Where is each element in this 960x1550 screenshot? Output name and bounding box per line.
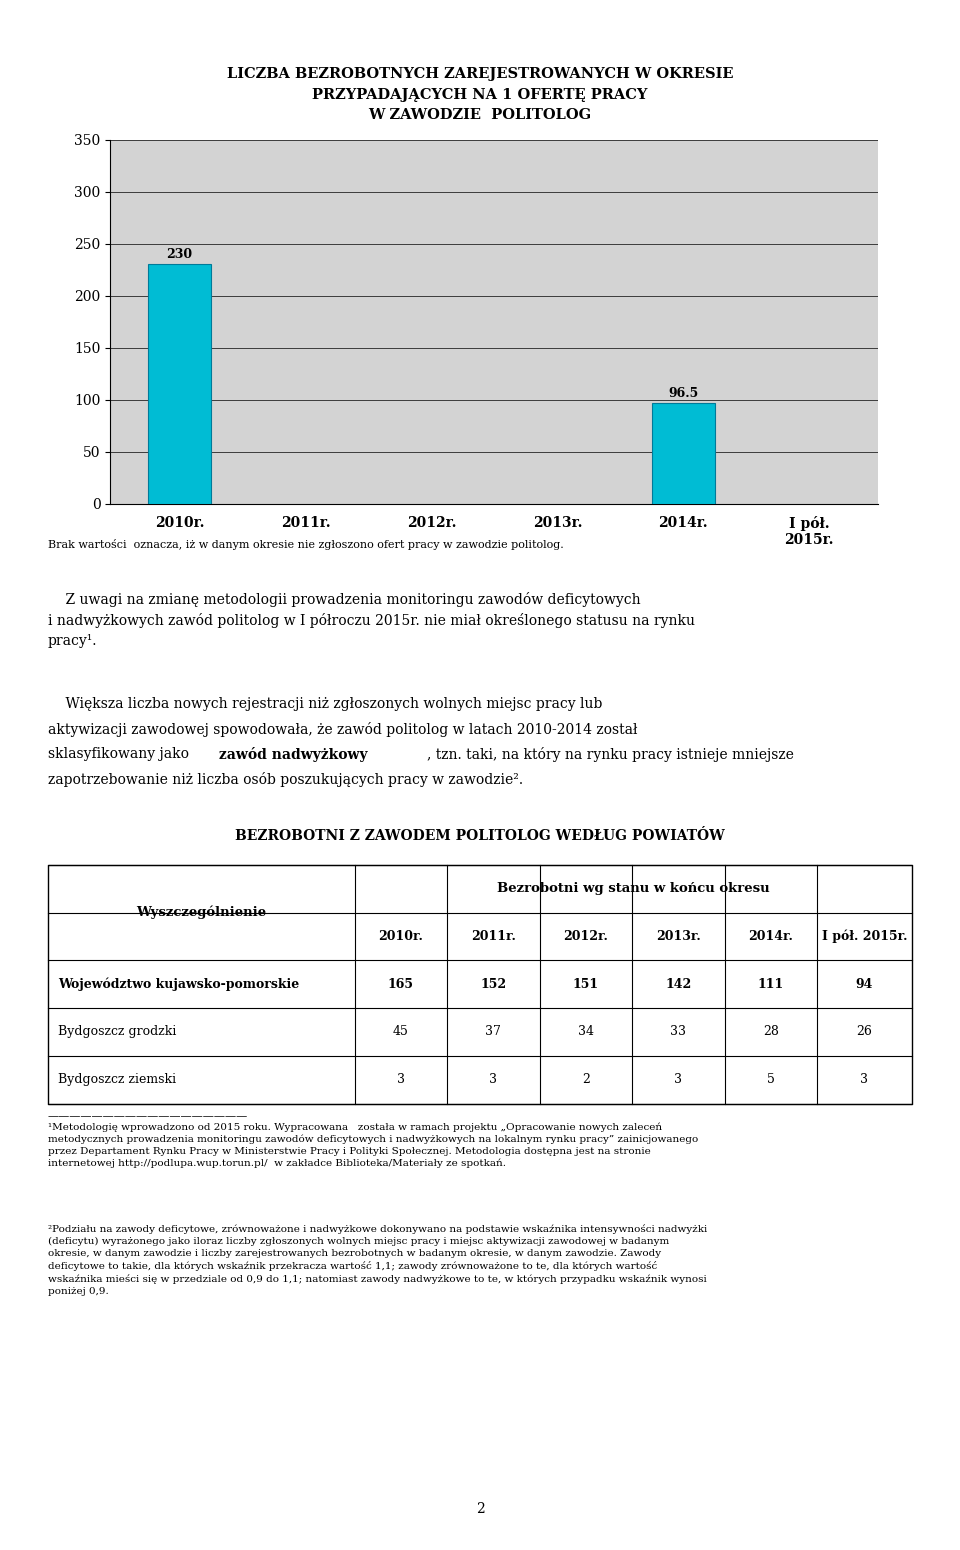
Text: Województwo kujawsko-pomorskie: Województwo kujawsko-pomorskie	[59, 978, 300, 990]
Text: Z uwagi na zmianę metodologii prowadzenia monitoringu zawodów deficytowych
i nad: Z uwagi na zmianę metodologii prowadzeni…	[48, 592, 695, 648]
Text: , tzn. taki, na który na rynku pracy istnieje mniejsze: , tzn. taki, na który na rynku pracy ist…	[427, 747, 794, 763]
Text: 45: 45	[393, 1026, 409, 1039]
Text: 165: 165	[388, 978, 414, 990]
Text: 2: 2	[582, 1073, 589, 1087]
Text: 152: 152	[480, 978, 507, 990]
Text: W ZAWODZIE  POLITOLOG: W ZAWODZIE POLITOLOG	[369, 107, 591, 122]
Text: 142: 142	[665, 978, 691, 990]
Text: Większa liczba nowych rejestracji niż zgłoszonych wolnych miejsc pracy lub: Większa liczba nowych rejestracji niż zg…	[48, 698, 602, 711]
Text: I pół. 2015r.: I pół. 2015r.	[822, 930, 907, 944]
Text: 230: 230	[167, 248, 193, 262]
Text: sklasyfikowany jako: sklasyfikowany jako	[48, 747, 193, 761]
Text: BEZROBOTNI Z ZAWODEM POLITOLOG WEDŁUG POWIATÓW: BEZROBOTNI Z ZAWODEM POLITOLOG WEDŁUG PO…	[235, 829, 725, 843]
Text: Bezrobotni wg stanu w końcu okresu: Bezrobotni wg stanu w końcu okresu	[497, 882, 770, 896]
Text: Bydgoszcz ziemski: Bydgoszcz ziemski	[59, 1073, 177, 1087]
Text: 111: 111	[757, 978, 784, 990]
Text: 26: 26	[856, 1026, 873, 1039]
Text: 96.5: 96.5	[668, 388, 698, 400]
Text: 2011r.: 2011r.	[471, 930, 516, 942]
Text: Bydgoszcz grodzki: Bydgoszcz grodzki	[59, 1026, 177, 1039]
Bar	[652, 403, 715, 504]
Text: PRZYPADAJĄCYCH NA 1 OFERTĘ PRACY: PRZYPADAJĄCYCH NA 1 OFERTĘ PRACY	[312, 87, 648, 102]
Text: 2010r.: 2010r.	[378, 930, 423, 942]
Text: 28: 28	[763, 1026, 779, 1039]
Text: 34: 34	[578, 1026, 594, 1039]
Text: 3: 3	[396, 1073, 405, 1087]
Text: 94: 94	[855, 978, 874, 990]
Text: 2013r.: 2013r.	[656, 930, 701, 942]
Text: 5: 5	[767, 1073, 775, 1087]
Text: 37: 37	[486, 1026, 501, 1039]
Bar	[148, 265, 211, 504]
Text: ¹Metodologię wprowadzono od 2015 roku. Wypracowana   została w ramach projektu „: ¹Metodologię wprowadzono od 2015 roku. W…	[48, 1122, 698, 1169]
Text: zawód nadwyżkowy: zawód nadwyżkowy	[219, 747, 368, 763]
Text: 2012r.: 2012r.	[564, 930, 609, 942]
Text: 151: 151	[573, 978, 599, 990]
Text: LICZBA BEZROBOTNYCH ZAREJESTROWANYCH W OKRESIE: LICZBA BEZROBOTNYCH ZAREJESTROWANYCH W O…	[227, 67, 733, 82]
Text: 3: 3	[860, 1073, 869, 1087]
Text: Brak wartości  oznacza, iż w danym okresie nie zgłoszono ofert pracy w zawodzie : Brak wartości oznacza, iż w danym okresi…	[48, 539, 564, 550]
Text: ——————————————————: ——————————————————	[48, 1111, 249, 1121]
Text: Wyszczególnienie: Wyszczególnienie	[136, 905, 267, 919]
Text: zapotrzebowanie niż liczba osób poszukujących pracy w zawodzie².: zapotrzebowanie niż liczba osób poszukuj…	[48, 772, 523, 787]
Text: ²Podziału na zawody deficytowe, zrównoważone i nadwyżkowe dokonywano na podstawi: ²Podziału na zawody deficytowe, zrównowa…	[48, 1224, 708, 1296]
Text: 3: 3	[490, 1073, 497, 1087]
Text: 2: 2	[475, 1502, 485, 1516]
Text: 33: 33	[670, 1026, 686, 1039]
Text: 2014r.: 2014r.	[748, 930, 793, 942]
Text: 3: 3	[674, 1073, 683, 1087]
Text: aktywizacji zawodowej spowodowała, że zawód politolog w latach 2010-2014 został: aktywizacji zawodowej spowodowała, że za…	[48, 722, 637, 738]
